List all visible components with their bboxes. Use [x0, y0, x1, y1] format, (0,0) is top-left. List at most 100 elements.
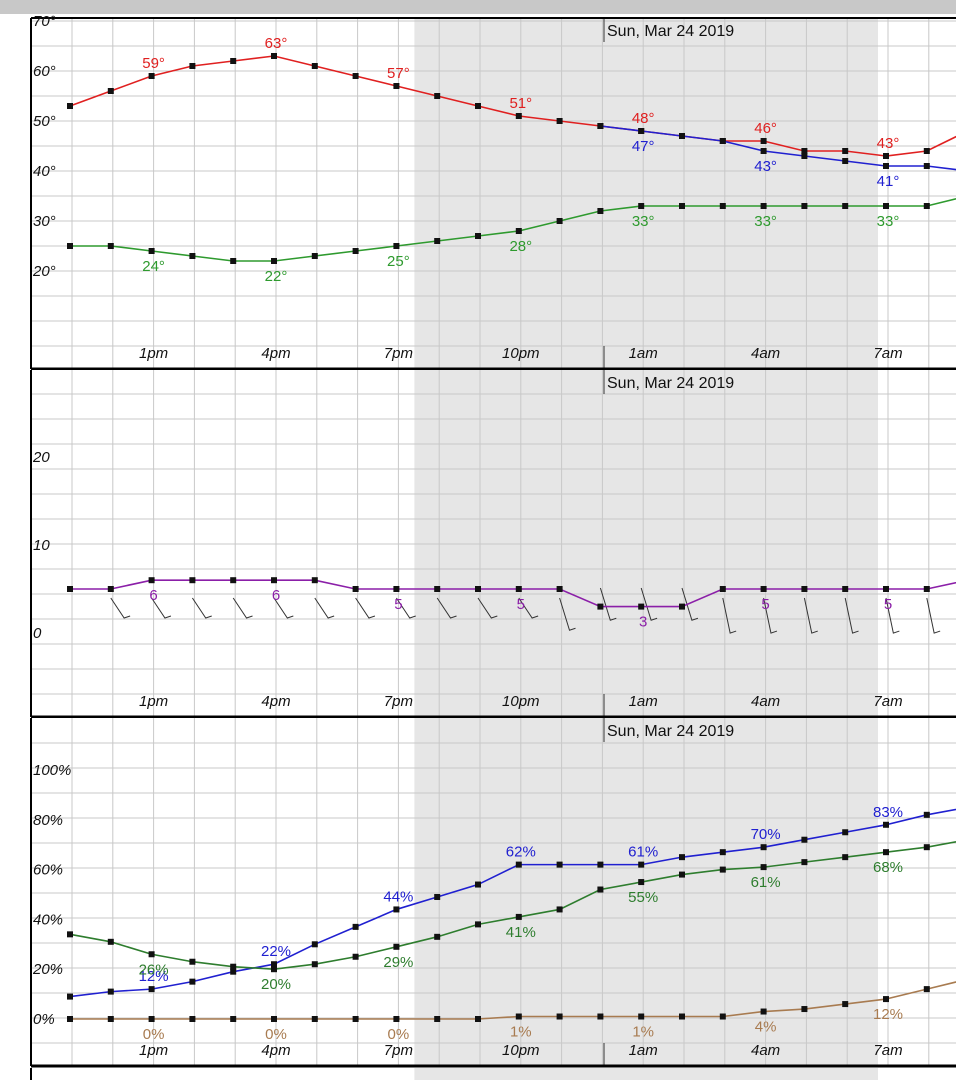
- y-tick-label: 30°: [33, 213, 56, 230]
- x-tick-label: 4pm: [261, 1042, 290, 1059]
- data-point: [719, 1013, 726, 1020]
- data-point: [107, 243, 114, 249]
- x-tick-label: 4pm: [261, 345, 290, 362]
- data-point: [883, 203, 889, 209]
- series-line-dewpoint: [70, 198, 956, 262]
- data-label: 20%: [261, 976, 291, 993]
- y-tick-label: 100%: [33, 762, 71, 779]
- data-point: [230, 258, 237, 264]
- data-point: [148, 951, 155, 958]
- data-point: [556, 861, 563, 868]
- data-point: [883, 153, 889, 159]
- data-label: 43°: [877, 135, 900, 152]
- data-point: [760, 844, 767, 851]
- wind-barb: [110, 597, 131, 619]
- data-point: [842, 1001, 849, 1008]
- data-point: [679, 203, 685, 209]
- data-point: [842, 203, 849, 209]
- y-tick-label: 20%: [32, 961, 63, 978]
- data-label: 22°: [265, 268, 288, 285]
- data-label: 0%: [265, 1026, 287, 1043]
- data-label: 68%: [873, 859, 903, 876]
- data-point: [271, 577, 277, 584]
- x-tick-label: 4am: [751, 345, 780, 362]
- wind-barb: [477, 597, 498, 619]
- series-line-wind: [70, 579, 956, 608]
- data-label: 33°: [632, 213, 655, 230]
- data-label: 5: [761, 596, 769, 613]
- data-label: 48°: [632, 110, 655, 127]
- data-point: [801, 859, 808, 866]
- data-point: [515, 228, 522, 234]
- data-point: [189, 958, 196, 965]
- data-label: 6: [272, 587, 280, 604]
- data-point: [475, 921, 481, 928]
- data-label: 1%: [510, 1024, 532, 1041]
- data-point: [597, 861, 604, 868]
- data-point: [352, 586, 359, 592]
- data-label: 70%: [751, 826, 781, 843]
- data-point: [393, 943, 400, 950]
- data-point: [393, 586, 400, 592]
- y-tick-label: 40°: [33, 163, 56, 180]
- date-label: Sun, Mar 24 2019: [607, 723, 734, 740]
- data-label: 0%: [388, 1026, 410, 1043]
- y-tick-label: 70°: [33, 13, 56, 30]
- data-point: [842, 148, 849, 154]
- data-label: 41°: [877, 173, 900, 190]
- x-tick-label: 4am: [751, 1042, 780, 1059]
- data-label: 1%: [632, 1024, 654, 1041]
- data-label: 24°: [142, 258, 165, 275]
- data-point: [556, 218, 563, 224]
- data-point: [760, 864, 767, 871]
- data-point: [719, 866, 726, 873]
- wind-barb: [681, 587, 699, 621]
- x-tick-label: 7pm: [384, 1042, 413, 1059]
- data-point: [638, 128, 645, 134]
- data-label: 6: [149, 587, 157, 604]
- date-label: Sun, Mar 24 2019: [607, 23, 734, 40]
- data-label: 44%: [383, 888, 413, 905]
- data-point: [475, 1016, 481, 1022]
- data-point: [393, 1016, 400, 1022]
- wind-barb: [518, 597, 539, 619]
- data-label: 22%: [261, 943, 291, 960]
- data-point: [719, 586, 726, 592]
- data-point: [230, 577, 237, 584]
- data-label: 63°: [265, 35, 288, 52]
- night-shade: [414, 718, 878, 1066]
- data-point: [923, 203, 930, 209]
- y-tick-label: 20: [32, 449, 50, 466]
- data-point: [352, 73, 359, 79]
- data-point: [434, 93, 441, 99]
- wind-barb: [559, 597, 576, 631]
- data-point: [434, 893, 441, 900]
- data-point: [189, 978, 196, 985]
- data-point: [556, 1013, 563, 1020]
- data-point: [719, 138, 726, 144]
- data-point: [638, 861, 645, 868]
- data-point: [352, 923, 359, 930]
- data-point: [801, 1006, 808, 1013]
- data-point: [760, 138, 767, 144]
- data-point: [67, 586, 73, 592]
- data-point: [923, 986, 930, 993]
- data-point: [148, 577, 155, 584]
- y-tick-label: 80%: [33, 812, 63, 829]
- x-tick-label: 7am: [873, 693, 902, 710]
- y-tick-label: 20°: [32, 263, 56, 280]
- data-point: [638, 879, 645, 886]
- data-label: 51°: [509, 95, 532, 112]
- data-point: [515, 913, 522, 920]
- data-label: 61%: [751, 874, 781, 891]
- data-label: 46°: [754, 120, 777, 137]
- x-tick-label: 1pm: [139, 345, 168, 362]
- data-point: [189, 577, 196, 584]
- data-point: [189, 253, 196, 259]
- data-point: [760, 586, 767, 592]
- data-point: [638, 603, 645, 610]
- data-point: [271, 966, 277, 973]
- date-label: Sun, Mar 24 2019: [607, 375, 734, 392]
